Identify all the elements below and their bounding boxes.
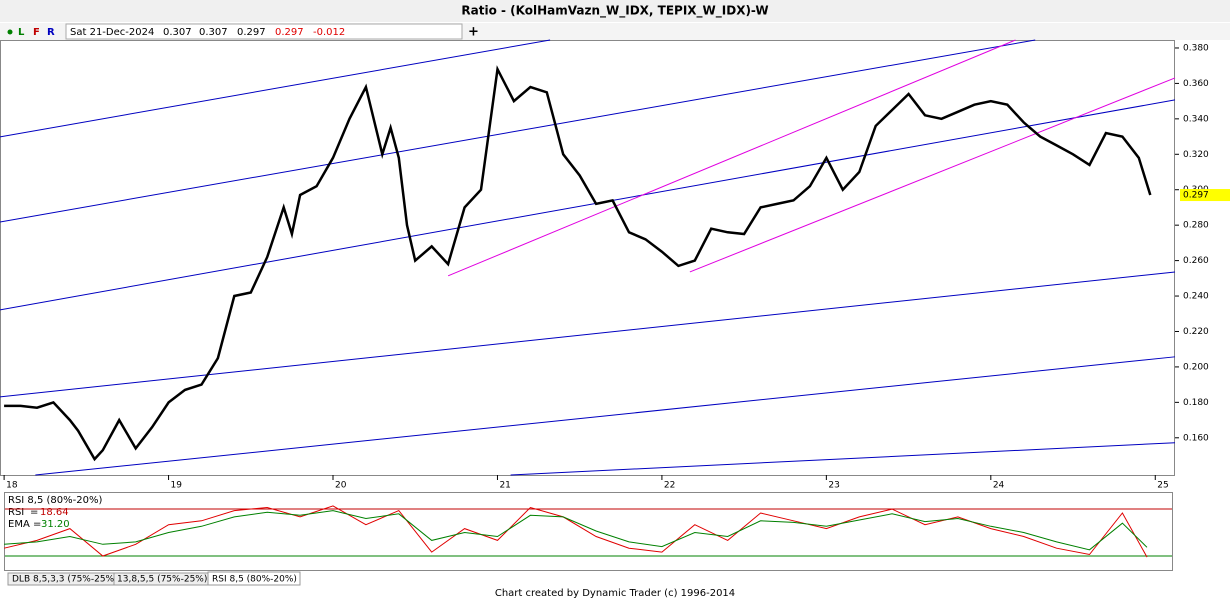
x-tick-label: 19 xyxy=(171,481,183,491)
y-tick-label: 0.340 xyxy=(1183,114,1209,124)
trendline xyxy=(0,39,551,138)
add-button[interactable]: + xyxy=(468,25,479,40)
trendline xyxy=(0,99,1176,311)
price-frame xyxy=(0,40,1175,476)
quote-high: 0.307 xyxy=(199,27,228,38)
quote-low: 0.297 xyxy=(237,27,266,38)
trendline xyxy=(510,442,1176,476)
price-tag-box xyxy=(1180,189,1230,202)
readout-value: 18.64 xyxy=(40,507,69,518)
status-dot xyxy=(7,29,13,35)
y-tick-label: 0.160 xyxy=(1183,433,1209,443)
y-tick-label: 0.220 xyxy=(1183,327,1209,337)
trendline xyxy=(0,39,1036,223)
toolbar-button[interactable]: R xyxy=(47,27,55,38)
y-tick-label: 0.360 xyxy=(1183,79,1209,89)
x-tick-label: 25 xyxy=(1157,481,1168,491)
rsi-frame xyxy=(4,492,1173,571)
y-tick-label: 0.280 xyxy=(1183,221,1209,231)
series-line xyxy=(4,510,1148,551)
y-tick-label: 0.320 xyxy=(1183,150,1209,160)
x-tick-label: 22 xyxy=(664,481,675,491)
price-tag: 0.297 xyxy=(1183,191,1209,201)
x-tick-label: 24 xyxy=(993,481,1005,491)
series-line xyxy=(3,505,1148,558)
tab-label[interactable]: RSI 8,5 (80%-20%) xyxy=(212,575,297,585)
quote-change: -0.012 xyxy=(313,27,345,38)
y-tick-label: 0.180 xyxy=(1183,398,1209,408)
series-line xyxy=(4,65,1152,462)
quote-box xyxy=(65,23,463,40)
y-tick-label: 0.240 xyxy=(1183,292,1209,302)
readout-name: EMA xyxy=(8,519,30,530)
tab-active[interactable] xyxy=(207,571,301,586)
readout-eq: = xyxy=(30,507,38,518)
quote-open: 0.307 xyxy=(163,27,192,38)
footer: Chart created by Dynamic Trader (c) 1996… xyxy=(495,588,735,599)
toolbar-button[interactable]: L xyxy=(18,27,25,38)
tab-strip: DLB 8,5,3,3 (75%-25%) 13,8,5,5 (75%-25%)… xyxy=(7,571,301,586)
y-tick-label: 0.380 xyxy=(1183,43,1209,53)
x-tick-label: 18 xyxy=(6,481,18,491)
trendline xyxy=(0,271,1176,398)
x-tick-label: 21 xyxy=(499,481,510,491)
rsi-title: RSI 8,5 (80%-20%) xyxy=(8,495,102,506)
readout-eq: = xyxy=(33,519,41,530)
x-tick-label: 20 xyxy=(335,481,347,491)
x-tick-label: 23 xyxy=(828,481,839,491)
chart-title: Ratio - (KolHamVazn_W_IDX, TEPIX_W_IDX)-… xyxy=(461,4,768,19)
title-bar xyxy=(0,0,1230,22)
y-tick-label: 0.260 xyxy=(1183,256,1209,266)
trendline xyxy=(35,356,1176,476)
y-tick-label: 0.200 xyxy=(1183,362,1209,372)
quote-date: Sat 21-Dec-2024 xyxy=(70,27,154,38)
toolbar-button[interactable]: F xyxy=(33,27,40,38)
trendline xyxy=(447,39,1016,277)
quote-close: 0.297 xyxy=(275,27,304,38)
readout-value: 31.20 xyxy=(41,519,70,530)
trendline xyxy=(689,77,1176,273)
readout-name: RSI xyxy=(8,507,24,518)
tab-label[interactable]: DLB 8,5,3,3 (75%-25%) xyxy=(12,575,118,585)
tab-label[interactable]: 13,8,5,5 (75%-25%) xyxy=(117,575,207,585)
